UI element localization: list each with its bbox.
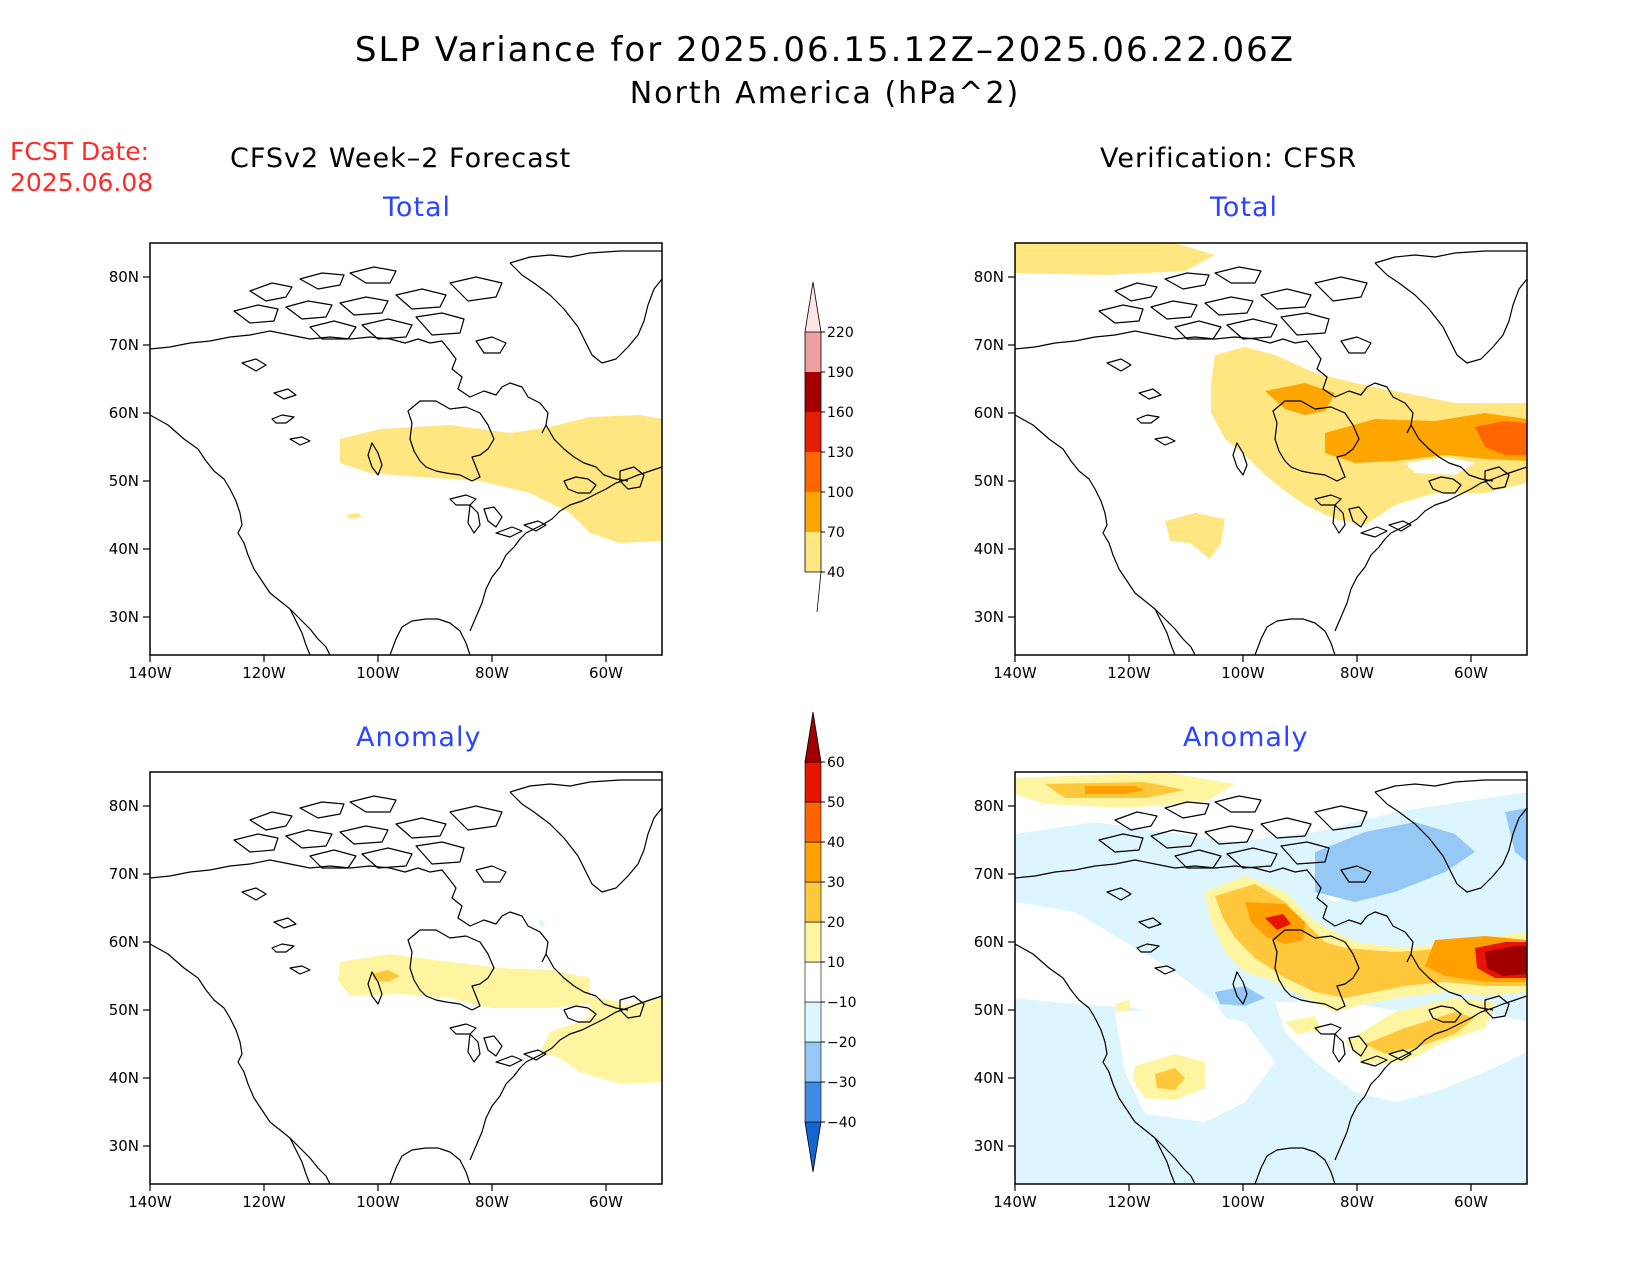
lon-tick-label: 140W <box>128 664 172 682</box>
lat-tick-label: 30N <box>974 1137 1004 1155</box>
forecast-date-value: 2025.06.08 <box>10 168 154 197</box>
colorbar-label: 10 <box>827 955 845 971</box>
lon-tick-label: 140W <box>993 664 1037 682</box>
lat-tick-label: 30N <box>974 608 1004 626</box>
lat-tick-label: 60N <box>974 933 1004 951</box>
colorbar-label: 40 <box>827 835 845 851</box>
lon-tick-label: 120W <box>242 1193 286 1211</box>
map-axes: 80N 70N 60N 50N 40N 30N 140W 120W 100W 80W 60W 80N 7… <box>109 268 1488 1211</box>
fc-total-shade <box>340 415 662 543</box>
verification-column-title: Verification: CFSR <box>1100 143 1358 174</box>
lat-tick-label: 80N <box>974 797 1004 815</box>
lon-tick-label: 140W <box>128 1193 172 1211</box>
lat-tick-label: 70N <box>109 336 139 354</box>
total-colorbar: 40 70 100 130 160 190 220 <box>804 281 854 613</box>
lon-tick-label: 60W <box>589 664 623 682</box>
lat-tick-label: 70N <box>109 865 139 883</box>
lat-tick-label: 40N <box>974 1069 1004 1087</box>
forecast-date-label: FCST Date: <box>10 137 150 166</box>
verification-anomaly-map <box>1014 771 1528 1185</box>
lon-tick-label: 60W <box>1454 1193 1488 1211</box>
lat-tick-label: 60N <box>974 404 1004 422</box>
colorbar-segment <box>804 801 822 843</box>
forecast-anomaly-map <box>149 771 663 1185</box>
anomaly-colorbar: −40 −30 −20 −10 10 20 30 40 50 60 <box>804 711 857 1173</box>
lat-tick-label: 80N <box>974 268 1004 286</box>
colorbar-segment <box>804 921 822 963</box>
lon-tick-label: 120W <box>1107 1193 1151 1211</box>
lon-tick-label: 100W <box>1221 1193 1265 1211</box>
lat-tick-label: 30N <box>109 1137 139 1155</box>
colorbar-segment <box>804 841 822 883</box>
colorbar-cap <box>804 1121 822 1173</box>
colorbar-label: 100 <box>827 485 854 501</box>
colorbar-label: 160 <box>827 405 854 421</box>
colorbar-segment <box>804 1001 822 1043</box>
colorbar-label: 190 <box>827 365 854 381</box>
lat-tick-label: 80N <box>109 268 139 286</box>
lon-tick-label: 80W <box>475 664 509 682</box>
chart-title: SLP Variance for 2025.06.15.12Z–2025.06.… <box>354 30 1296 70</box>
lat-tick-label: 60N <box>109 404 139 422</box>
forecast-anomaly-title: Anomaly <box>356 722 482 753</box>
lat-tick-label: 50N <box>974 1001 1004 1019</box>
lat-tick-label: 30N <box>109 608 139 626</box>
verification-total-map <box>1014 242 1528 656</box>
colorbar-label: 40 <box>827 565 845 581</box>
colorbar-cap <box>804 281 822 333</box>
colorbar-label: −20 <box>827 1035 857 1051</box>
colorbar-segment <box>805 492 821 532</box>
lat-tick-label: 40N <box>109 540 139 558</box>
colorbar-label: 70 <box>827 525 845 541</box>
colorbar-label: 20 <box>827 915 845 931</box>
lon-tick-label: 100W <box>356 1193 400 1211</box>
lon-tick-label: 80W <box>1340 664 1374 682</box>
forecast-total-map <box>149 242 663 656</box>
lat-tick-label: 80N <box>109 797 139 815</box>
lat-tick-label: 70N <box>974 336 1004 354</box>
lon-tick-label: 80W <box>475 1193 509 1211</box>
forecast-column-title: CFSv2 Week–2 Forecast <box>230 143 572 174</box>
colorbar-segment <box>804 761 822 803</box>
lon-tick-label: 120W <box>242 664 286 682</box>
verification-total-title: Total <box>1210 192 1279 223</box>
forecast-total-title: Total <box>383 192 452 223</box>
lat-tick-label: 40N <box>109 1069 139 1087</box>
lon-tick-label: 100W <box>1221 664 1265 682</box>
lon-tick-label: 100W <box>356 664 400 682</box>
colorbar-segment <box>805 412 821 452</box>
colorbar-label: 130 <box>827 445 854 461</box>
colorbar-label: 30 <box>827 875 845 891</box>
colorbar-segment <box>804 961 822 1003</box>
lat-tick-label: 60N <box>109 933 139 951</box>
colorbar-segment <box>804 1081 822 1123</box>
lon-tick-label: 80W <box>1340 1193 1374 1211</box>
colorbar-label: 220 <box>827 325 854 341</box>
colorbar-segment <box>805 332 821 372</box>
colorbar-label: −10 <box>827 995 857 1011</box>
colorbar-label: 50 <box>827 795 845 811</box>
lon-tick-label: 60W <box>1454 664 1488 682</box>
lon-tick-label: 60W <box>589 1193 623 1211</box>
lat-tick-label: 40N <box>974 540 1004 558</box>
lon-tick-label: 140W <box>993 1193 1037 1211</box>
colorbar-segment <box>804 881 822 923</box>
colorbar-cap <box>804 711 822 763</box>
lon-tick-label: 120W <box>1107 664 1151 682</box>
colorbar-segment <box>805 372 821 412</box>
colorbar-segment <box>805 452 821 492</box>
colorbar-label: −30 <box>827 1075 857 1091</box>
colorbar-label: 60 <box>827 755 845 771</box>
verification-anomaly-title: Anomaly <box>1183 722 1309 753</box>
colorbar-label: −40 <box>827 1115 857 1131</box>
lat-tick-label: 50N <box>109 1001 139 1019</box>
colorbar-segment <box>804 1041 822 1083</box>
chart-subtitle: North America (hPa^2) <box>629 76 1021 111</box>
lat-tick-label: 70N <box>974 865 1004 883</box>
colorbar-segment <box>805 532 821 572</box>
lat-tick-label: 50N <box>974 472 1004 490</box>
colorbar-cap <box>805 571 822 613</box>
lat-tick-label: 50N <box>109 472 139 490</box>
